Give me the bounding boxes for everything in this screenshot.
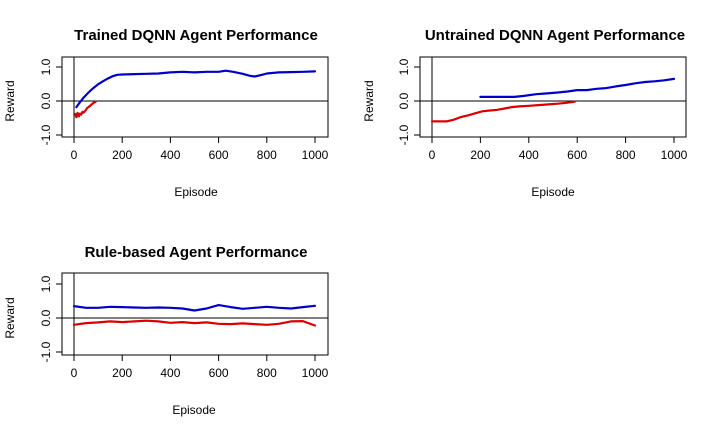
x-tick-label: 600 — [567, 148, 587, 162]
y-axis-label: Reward — [3, 80, 17, 121]
x-tick-label: 600 — [209, 148, 229, 162]
x-tick-label: 0 — [429, 148, 436, 162]
x-tick-label: 200 — [112, 148, 132, 162]
series-line-1 — [72, 319, 317, 327]
x-tick-label: 400 — [160, 148, 180, 162]
y-tick-label: -1.0 — [39, 124, 53, 145]
x-tick-label: 600 — [209, 366, 229, 380]
x-axis-label: Episode — [174, 185, 218, 199]
plot-frame — [61, 56, 329, 138]
x-tick-label: 1000 — [302, 148, 329, 162]
x-tick-label: 200 — [470, 148, 490, 162]
series-line-0 — [72, 304, 317, 312]
series-line-1 — [430, 100, 576, 123]
y-tick-label: -1.0 — [39, 341, 53, 362]
x-axis-label: Episode — [531, 185, 575, 199]
y-axis-label: Reward — [362, 80, 376, 121]
y-tick-label: 1.0 — [397, 58, 411, 75]
x-tick-label: 800 — [616, 148, 636, 162]
x-axis-label: Episode — [172, 403, 216, 417]
y-tick-label: 0.0 — [397, 92, 411, 109]
y-tick-label: -1.0 — [397, 124, 411, 145]
y-tick-label: 0.0 — [39, 309, 53, 326]
x-tick-label: 1000 — [302, 366, 329, 380]
x-tick-label: 800 — [257, 148, 277, 162]
plot-frame — [61, 272, 329, 356]
chart-trained-dqnn: Trained DQNN Agent Performance Episode R… — [3, 27, 329, 199]
y-tick-label: 0.0 — [39, 92, 53, 109]
x-tick-label: 1000 — [661, 148, 688, 162]
y-tick-label: 1.0 — [39, 275, 53, 292]
chart-untrained-dqnn: Untrained DQNN Agent Performance Episode… — [362, 27, 688, 199]
chart-title: Trained DQNN Agent Performance — [74, 27, 318, 44]
x-tick-label: 0 — [71, 148, 78, 162]
x-tick-label: 400 — [519, 148, 539, 162]
y-tick-label: 1.0 — [39, 58, 53, 75]
x-tick-label: 0 — [71, 366, 78, 380]
x-tick-label: 400 — [160, 366, 180, 380]
y-axis-label: Reward — [3, 297, 17, 338]
series-line-0 — [75, 69, 317, 109]
series-line-0 — [479, 77, 676, 99]
series-line-1 — [74, 100, 97, 119]
plot-frame — [419, 56, 687, 138]
chart-rule-based: Rule-based Agent Performance Episode Rew… — [3, 244, 329, 417]
chart-title: Untrained DQNN Agent Performance — [425, 27, 685, 44]
x-tick-label: 800 — [257, 366, 277, 380]
x-tick-label: 200 — [112, 366, 132, 380]
chart-title: Rule-based Agent Performance — [85, 244, 308, 261]
